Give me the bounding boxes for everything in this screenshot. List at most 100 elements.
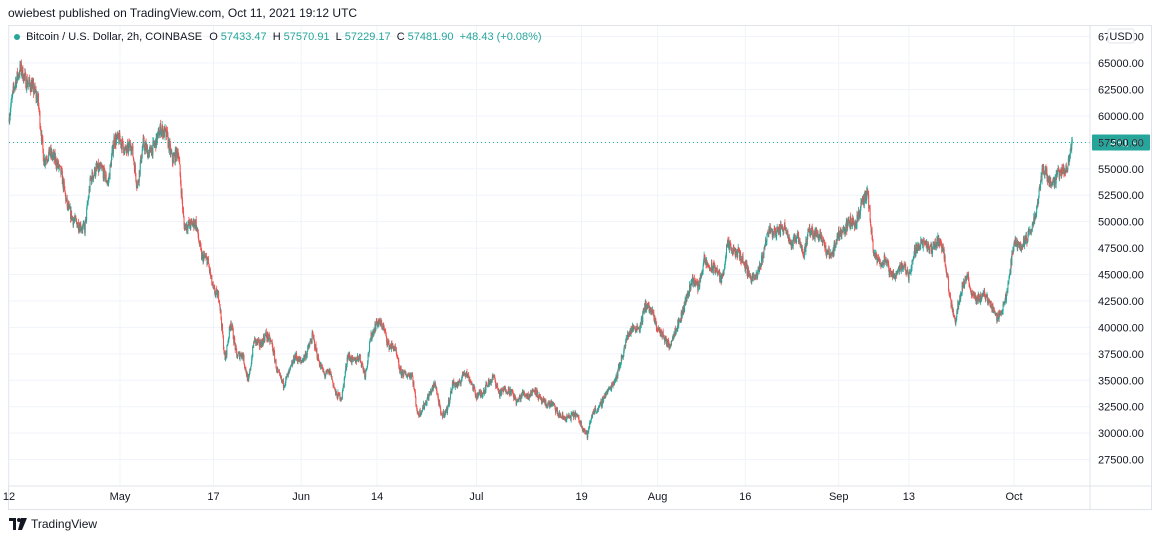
candle-body [986,294,988,298]
candle-body [721,275,723,284]
candle-body [818,237,820,239]
candle-body [1065,166,1067,171]
candle-body [183,217,185,226]
candle-body [553,403,555,405]
candle-body [799,239,801,246]
candle-body [855,221,857,229]
candle-body [113,137,115,146]
candle-body [962,282,964,288]
candle-body [344,371,346,377]
candle-body [1038,188,1040,197]
candle-body [222,337,224,350]
candle-body [703,261,705,267]
candle-body [825,245,827,254]
candle-body [184,225,186,230]
candle-body [875,254,877,258]
candle-body [680,322,682,323]
candle-body [195,219,197,230]
candle-body [323,372,325,375]
candle-body [673,333,675,339]
candle-body [190,220,192,228]
candle-body [888,267,890,276]
candle-body [700,276,702,280]
candle-body [386,335,388,343]
candle-body [765,241,767,243]
candle-body [243,363,245,366]
candle-body [806,236,808,244]
candle-body [982,295,984,297]
candle-body [777,227,779,229]
candle-body [757,271,759,277]
candle-body [763,245,765,249]
candle-body [656,329,658,331]
candle-body [75,218,77,220]
candle-body [649,308,651,309]
candle-body [581,426,583,430]
candle-body [164,127,166,138]
candle-body [968,274,970,281]
candle-body [733,247,735,250]
candle-body [539,394,541,397]
candle-body [270,340,272,342]
candle-body [731,247,733,251]
candle-body [345,365,347,372]
candle-body [648,303,650,306]
candle-body [33,81,35,94]
candle-body [791,242,793,248]
candle-body [902,264,904,269]
candle-body [886,260,888,266]
candle-body [978,294,980,300]
candle-body [130,150,132,152]
candle-body [514,394,516,399]
candle-body [654,320,656,324]
candle-body [1071,139,1073,142]
candle-body [610,389,612,391]
candle-body [286,375,288,377]
candle-body [912,258,914,262]
candle-body [406,376,408,378]
candle-body [264,334,266,336]
candle-body [611,384,613,386]
candle-body [36,94,38,103]
candle-body [14,86,16,89]
candle-body [997,312,999,319]
candle-body [1026,241,1028,244]
candle-body [366,368,368,370]
candle-body [88,189,90,198]
candle-body [492,375,494,377]
candle-body [670,341,672,346]
candle-body [424,405,426,409]
candle-body [546,407,548,409]
candle-body [883,255,885,265]
candle-body [284,384,286,387]
candle-body [138,181,140,183]
candle-body [927,248,929,252]
candle-body [18,74,20,77]
candle-body [1046,168,1048,178]
candle-body [741,258,743,263]
candle-body [318,360,320,362]
candle-body [357,356,359,358]
candle-body [521,390,523,395]
candle-body [350,356,352,362]
candle-body [73,219,75,221]
candle-body [143,137,145,139]
candle-body [955,317,957,322]
candle-body [715,270,717,272]
candle-body [28,81,30,84]
candle-body [180,175,182,184]
candle-body [536,389,538,391]
tradingview-brand[interactable]: TradingView [9,517,97,531]
candle-body [221,319,223,328]
candle-body [863,193,865,206]
candle-body [146,146,148,148]
candle-body [315,344,317,352]
symbol-title[interactable]: Bitcoin / U.S. Dollar, 2h, COINBASE [26,31,203,43]
candle-body [655,320,657,322]
candle-body [80,229,82,231]
candle-body [482,392,484,395]
candle-body [68,204,70,209]
candle-body [226,344,228,346]
candle-body [907,270,909,273]
